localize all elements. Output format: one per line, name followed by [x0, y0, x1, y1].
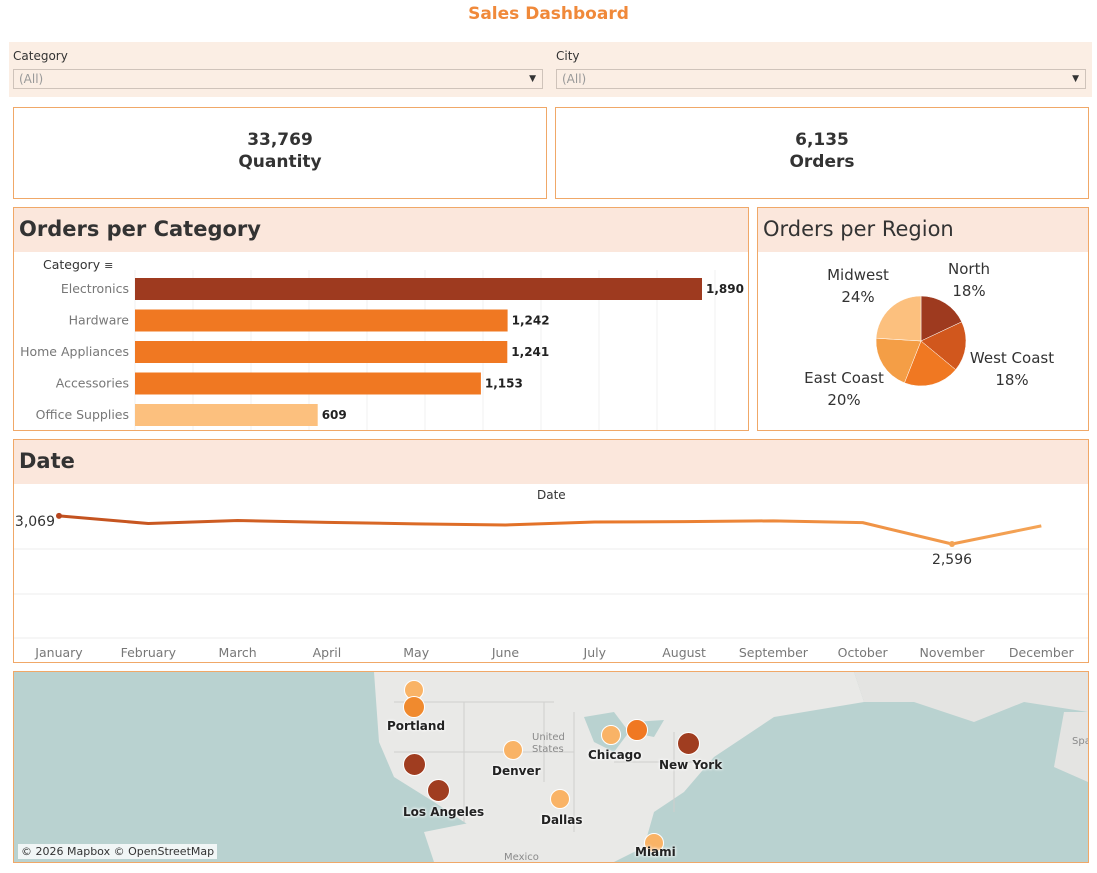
city-marker-dallas[interactable] — [550, 789, 570, 809]
map-country-label: United — [532, 732, 565, 743]
city-marker[interactable] — [626, 719, 648, 741]
date-line-chart: 3,069 2,596 January February March April May Ju… — [14, 512, 1088, 660]
line-min-point[interactable] — [949, 541, 955, 547]
pie-label-percent: 18% — [995, 371, 1028, 389]
city-marker[interactable] — [403, 753, 426, 776]
bar-value-label: 609 — [322, 408, 347, 422]
pie-slice-south[interactable] — [875, 337, 922, 384]
category-filter-value: (All) — [19, 72, 44, 86]
chevron-down-icon[interactable]: ▼ — [1072, 74, 1079, 84]
city-label-los-angeles: Los Angeles — [403, 805, 485, 819]
bar-category-label: Accessories — [56, 376, 129, 391]
city-filter-label: City — [556, 49, 580, 63]
month-tick-label: July — [583, 645, 607, 660]
panel-title: Orders per Region — [758, 208, 1088, 252]
pie-label-percent: 18% — [952, 282, 985, 300]
bar-category-label: Electronics — [61, 281, 129, 296]
city-label-denver: Denver — [492, 764, 541, 778]
bar-accessories[interactable] — [135, 372, 481, 395]
bar-hardware[interactable] — [135, 309, 508, 332]
bar-category-label: Hardware — [69, 313, 130, 328]
city-label-portland: Portland — [387, 719, 446, 733]
bar-home-appliances[interactable] — [135, 341, 508, 363]
month-tick-label: April — [313, 645, 342, 660]
month-tick-label: December — [1009, 645, 1075, 660]
pie-slice-east-coast[interactable] — [904, 340, 957, 387]
month-tick-label: January — [34, 645, 83, 660]
pie-label-name: Midwest — [827, 266, 889, 284]
region-pie-chart: North 18% West Coast 18% East Coast 20% Midwes… — [804, 260, 1054, 409]
sort-header-label: Category — [43, 257, 101, 272]
city-map[interactable]: United States Mexico Spa Portland Denver… — [13, 671, 1089, 863]
pie-label-name: East Coast — [804, 369, 884, 387]
panel-title: Date — [14, 440, 1088, 484]
month-tick-label: March — [219, 645, 257, 660]
city-label-dallas: Dallas — [541, 813, 583, 827]
pie-label-name: North — [948, 260, 990, 278]
city-filter-select[interactable]: (All) ▼ — [556, 69, 1086, 89]
category-sort-header[interactable]: Category ≡ — [43, 257, 113, 272]
month-tick-label: September — [739, 645, 809, 660]
city-filter-value: (All) — [562, 72, 587, 86]
sort-icon[interactable]: ≡ — [104, 259, 114, 272]
city-label-miami: Miami — [635, 845, 676, 859]
month-tick-label: June — [491, 645, 520, 660]
city-marker-chicago[interactable] — [601, 725, 621, 745]
pie-label-name: West Coast — [970, 349, 1054, 367]
kpi-label: Quantity — [238, 152, 322, 172]
month-tick-label: May — [403, 645, 429, 660]
map-base — [374, 672, 1088, 862]
category-bar-chart: Electronics 1,890 Hardware 1,242 Home Applia… — [20, 270, 744, 430]
kpi-orders-card: 6,135 Orders — [555, 107, 1089, 199]
bar-office-supplies[interactable] — [135, 404, 318, 426]
kpi-quantity-card: 33,769 Quantity — [13, 107, 547, 199]
map-attribution[interactable]: © 2026 Mapbox © OpenStreetMap — [18, 844, 218, 859]
date-panel: Date — [13, 439, 1089, 663]
map-country-label: Spa — [1072, 736, 1089, 747]
month-tick-label: November — [919, 645, 985, 660]
bar-value-label: 1,890 — [706, 282, 744, 296]
bar-category-label: Home Appliances — [20, 344, 129, 359]
category-filter-label: Category — [13, 49, 68, 63]
month-tick-label: February — [121, 645, 177, 660]
chevron-down-icon[interactable]: ▼ — [529, 74, 536, 84]
pie-slice-west-coast[interactable] — [920, 321, 967, 371]
region-panel: Orders per Region — [757, 207, 1089, 431]
map-country-label: States — [532, 744, 564, 755]
city-label-chicago: Chicago — [588, 748, 642, 762]
pie-slice-midwest[interactable] — [875, 295, 922, 342]
category-filter-select[interactable]: (All) ▼ — [13, 69, 543, 89]
city-marker-portland[interactable] — [403, 696, 425, 718]
bar-value-label: 1,242 — [512, 314, 550, 328]
pie-slice-north[interactable] — [920, 295, 963, 342]
kpi-value: 6,135 — [795, 130, 849, 150]
bar-category-label: Office Supplies — [36, 407, 129, 422]
bar-value-label: 1,241 — [511, 345, 549, 359]
date-axis-title: Date — [537, 488, 566, 502]
line-min-label: 2,596 — [932, 552, 972, 568]
month-tick-label: August — [662, 645, 706, 660]
bar-electronics[interactable] — [135, 278, 702, 300]
kpi-label: Orders — [789, 152, 855, 172]
pie-label-percent: 20% — [827, 391, 860, 409]
city-label-new-york: New York — [659, 758, 723, 772]
map-country-label: Mexico — [504, 852, 539, 863]
city-marker-los-angeles[interactable] — [427, 779, 450, 802]
line-max-label: 3,069 — [15, 514, 55, 530]
pie-label-percent: 24% — [841, 288, 874, 306]
city-marker-miami[interactable] — [644, 833, 664, 853]
panel-title: Orders per Category — [14, 208, 748, 252]
dashboard-title: Sales Dashboard — [468, 4, 629, 24]
city-marker-denver[interactable] — [503, 740, 523, 760]
line-max-point[interactable] — [56, 512, 62, 519]
date-series-line[interactable] — [58, 514, 1042, 546]
city-marker-new-york[interactable] — [677, 732, 700, 755]
bar-value-label: 1,153 — [485, 377, 523, 391]
kpi-value: 33,769 — [247, 130, 313, 150]
month-tick-label: October — [838, 645, 889, 660]
